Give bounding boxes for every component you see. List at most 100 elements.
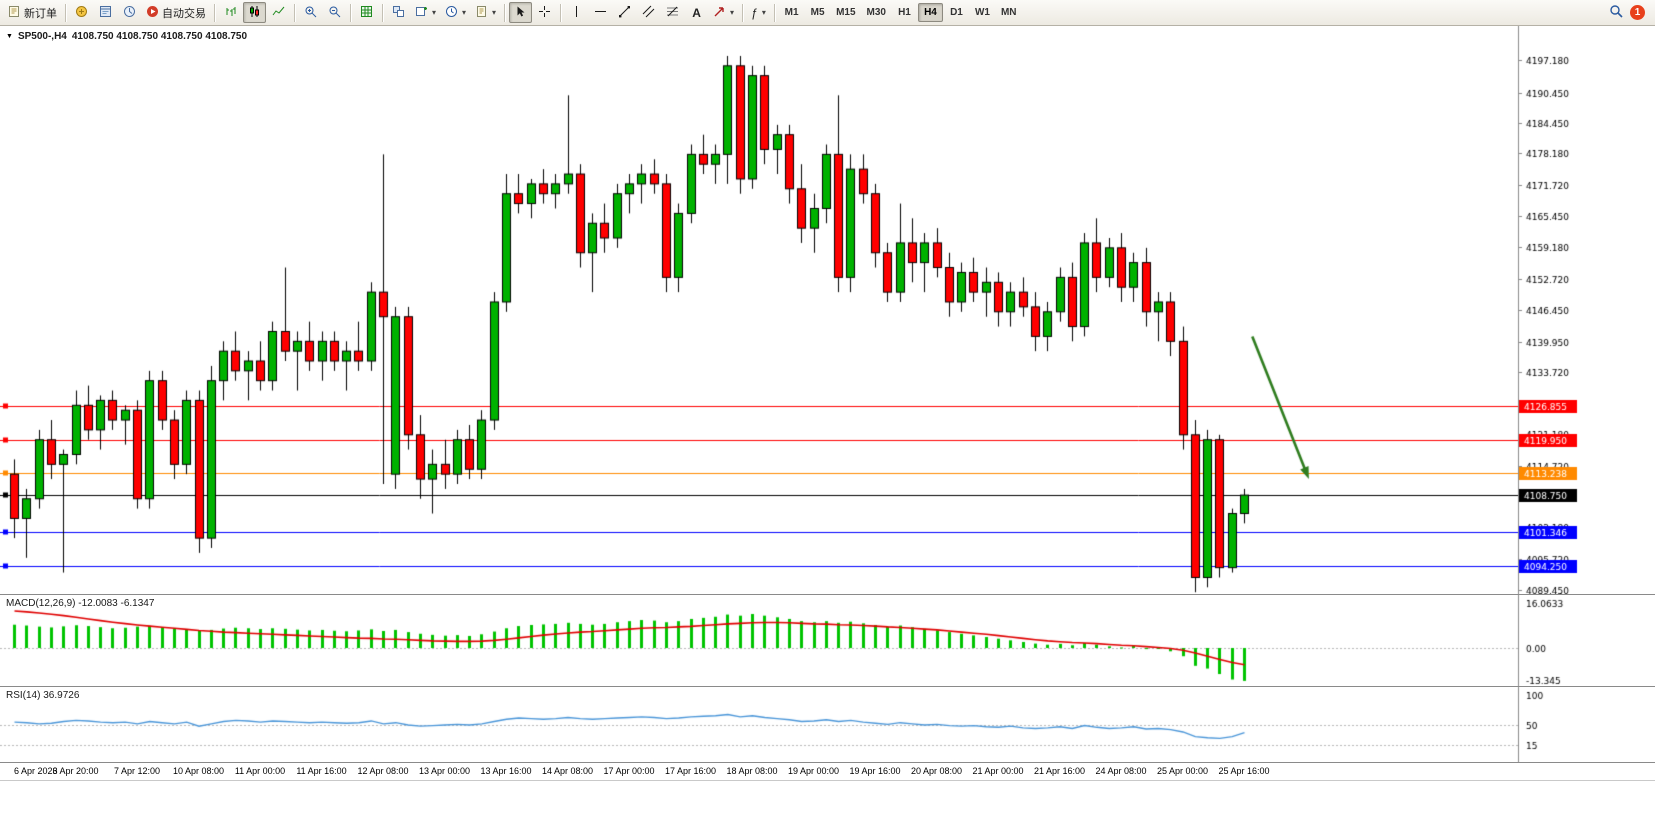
chevron-down-icon: ▾ — [730, 8, 735, 17]
zoom-in-button[interactable] — [299, 2, 322, 23]
toolbar-separator — [774, 3, 776, 22]
autotrading-icon — [146, 5, 159, 21]
cursor-icon — [514, 5, 527, 21]
time-label: 13 Apr 16:00 — [480, 766, 532, 776]
toolbar-separator — [350, 3, 351, 22]
time-label: 10 Apr 08:00 — [172, 766, 225, 776]
time-label: 25 Apr 16:00 — [1218, 766, 1270, 776]
chevron-down-icon: ▾ — [761, 8, 766, 17]
toolbar-separator — [294, 3, 295, 22]
clock-icon — [445, 5, 458, 21]
time-label: 14 Apr 08:00 — [541, 766, 594, 776]
autotrading-button[interactable]: 自动交易 — [142, 2, 210, 23]
time-label: 19 Apr 16:00 — [849, 766, 901, 776]
bar-chart-button[interactable] — [219, 2, 242, 23]
new-order-label: 新订单 — [24, 7, 57, 20]
navigator-button[interactable] — [118, 2, 141, 23]
time-label: 20 Apr 08:00 — [910, 766, 963, 776]
collapse-triangle-icon[interactable]: ▼ — [6, 33, 13, 40]
rsi-panel: RSI(14) 36.9726 — [0, 686, 1655, 762]
vertical-line-button[interactable] — [565, 2, 588, 23]
vertical-line-icon — [570, 5, 583, 21]
time-label: 17 Apr 00:00 — [603, 766, 655, 776]
cursor-button[interactable] — [509, 2, 533, 23]
main-chart-canvas[interactable] — [0, 26, 1655, 594]
timeframe-mn-button[interactable]: MN — [996, 3, 1022, 22]
time-label: 6 Apr 20:00 — [52, 766, 99, 776]
time-label: 17 Apr 16:00 — [664, 766, 717, 776]
data-window-button[interactable] — [94, 2, 117, 23]
data-window-icon — [99, 5, 112, 21]
timeframe-m30-button[interactable]: M30 — [862, 3, 891, 22]
time-label: 18 Apr 08:00 — [726, 766, 778, 776]
search-button[interactable] — [1604, 2, 1627, 23]
indicators-icon: ƒ — [751, 5, 758, 20]
timeframe-w1-button[interactable]: W1 — [970, 3, 995, 22]
horizontal-line-icon — [594, 5, 607, 21]
candlestick-chart-icon — [248, 5, 261, 21]
arrow-shape-icon — [713, 5, 726, 21]
timeframe-h1-button[interactable]: H1 — [892, 3, 917, 22]
time-label: 21 Apr 00:00 — [972, 766, 1024, 776]
time-label: 7 Apr 12:00 — [113, 766, 161, 776]
rsi-canvas[interactable] — [0, 687, 1655, 762]
toolbar-separator — [65, 3, 66, 22]
crosshair-button[interactable] — [533, 2, 556, 23]
toolbar-separator — [214, 3, 215, 22]
time-label: 13 Apr 00:00 — [418, 766, 471, 776]
navigator-icon — [123, 5, 136, 21]
time-label: 21 Apr 16:00 — [1033, 766, 1086, 776]
fibonacci-button[interactable] — [661, 2, 684, 23]
notification-badge[interactable]: 1 — [1630, 5, 1645, 20]
toolbar-separator — [742, 3, 744, 22]
search-icon — [1609, 4, 1623, 21]
template-icon — [475, 5, 488, 21]
chevron-down-icon: ▾ — [492, 8, 497, 17]
market-watch-icon — [75, 5, 88, 21]
chevron-down-icon: ▾ — [432, 8, 437, 17]
chevron-down-icon: ▾ — [462, 8, 467, 17]
fibonacci-icon — [666, 5, 679, 21]
trendline-icon — [618, 5, 631, 21]
time-axis[interactable]: 6 Apr 2023 6 Apr 20:00 7 Apr 12:00 10 Apr 0… — [0, 762, 1655, 781]
tile-windows-icon — [392, 5, 405, 21]
horizontal-line-button[interactable] — [589, 2, 612, 23]
bottom-filler — [0, 781, 1655, 828]
indicators-button[interactable]: ƒ ▾ — [747, 2, 770, 23]
crosshair-icon — [538, 5, 551, 21]
text-tool-button[interactable]: A — [685, 2, 708, 23]
time-label: 24 Apr 08:00 — [1095, 766, 1147, 776]
timeframe-m5-button[interactable]: M5 — [805, 3, 830, 22]
macd-canvas[interactable] — [0, 595, 1655, 686]
candlestick-chart-button[interactable] — [243, 2, 266, 23]
channel-button[interactable] — [637, 2, 660, 23]
new-order-icon — [8, 5, 21, 21]
profiles-button[interactable]: ▾ — [441, 2, 470, 23]
line-chart-icon — [272, 5, 285, 21]
time-label: 12 Apr 08:00 — [357, 766, 409, 776]
time-label: 6 Apr 2023 — [14, 766, 58, 776]
autotrading-label: 自动交易 — [162, 7, 206, 20]
main-chart-panel: ▼ SP500-,H4 4108.750 4108.750 4108.750 4… — [0, 26, 1655, 594]
templates-button[interactable]: ▾ — [471, 2, 500, 23]
timeframe-m15-button[interactable]: M15 — [831, 3, 860, 22]
line-chart-button[interactable] — [267, 2, 290, 23]
timeframe-h4-button[interactable]: H4 — [917, 3, 943, 22]
chart-ohlc-values: 4108.750 4108.750 4108.750 4108.750 — [71, 31, 248, 42]
new-order-button[interactable]: 新订单 — [4, 2, 61, 23]
timeframe-m1-button[interactable]: M1 — [779, 3, 804, 22]
timeframe-d1-button[interactable]: D1 — [944, 3, 969, 22]
tile-windows-button[interactable] — [387, 2, 410, 23]
zoom-in-icon — [304, 5, 317, 21]
market-watch-button[interactable] — [70, 2, 93, 23]
new-chart-button[interactable]: ▾ — [411, 2, 440, 23]
zoom-out-button[interactable] — [323, 2, 346, 23]
time-label: 11 Apr 16:00 — [296, 766, 347, 776]
auto-arrange-button[interactable] — [355, 2, 378, 23]
toolbar-separator — [504, 3, 506, 22]
time-label: 25 Apr 00:00 — [1156, 766, 1209, 776]
arrows-tool-button[interactable]: ▾ — [709, 2, 738, 23]
trendline-button[interactable] — [613, 2, 636, 23]
macd-label: MACD(12,26,9) -12.0083 -6.1347 — [6, 598, 155, 609]
grid-icon — [360, 5, 373, 21]
